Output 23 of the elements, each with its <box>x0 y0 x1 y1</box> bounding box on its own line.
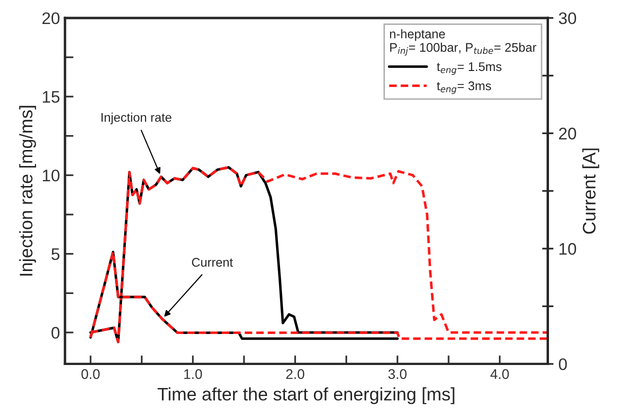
y-tick-label: 10 <box>42 170 60 182</box>
legend-label: t$_{eng}$= 3ms <box>436 81 492 94</box>
annotation: Current <box>192 258 233 267</box>
line-series <box>89 166 548 344</box>
y2-tick-label: 30 <box>558 12 576 24</box>
x-tick-label: 2.0 <box>286 369 304 379</box>
y2-tick-label: 20 <box>559 128 576 140</box>
legend-label: t$_{eng}$= 1.5ms <box>436 62 502 75</box>
y-tick-label: 0 <box>52 326 60 339</box>
y-axis-title: Injection rate [mg/ms] <box>19 106 36 276</box>
x-tick-label: 4.0 <box>490 369 509 379</box>
y2-axis-title: Current [A] <box>582 148 600 234</box>
y-tick-label: 20 <box>42 12 60 24</box>
x-tick-label: 1.0 <box>184 369 202 379</box>
y-tick-label: 15 <box>42 91 60 103</box>
x-axis-title: Time after the start of energizing [ms] <box>158 387 454 404</box>
x-tick-label: 0.0 <box>81 369 100 379</box>
annotation: Injection rate <box>102 112 172 124</box>
y2-tick-label: 10 <box>560 243 576 255</box>
x-tick-label: 3.0 <box>388 369 407 379</box>
y-tick-label: 5 <box>52 248 60 260</box>
y2-tick-label: 0 <box>558 358 567 370</box>
legend-title: n-heptane P$_{inj}$= 100bar, P$_{tube}$= 25bar <box>390 29 536 56</box>
